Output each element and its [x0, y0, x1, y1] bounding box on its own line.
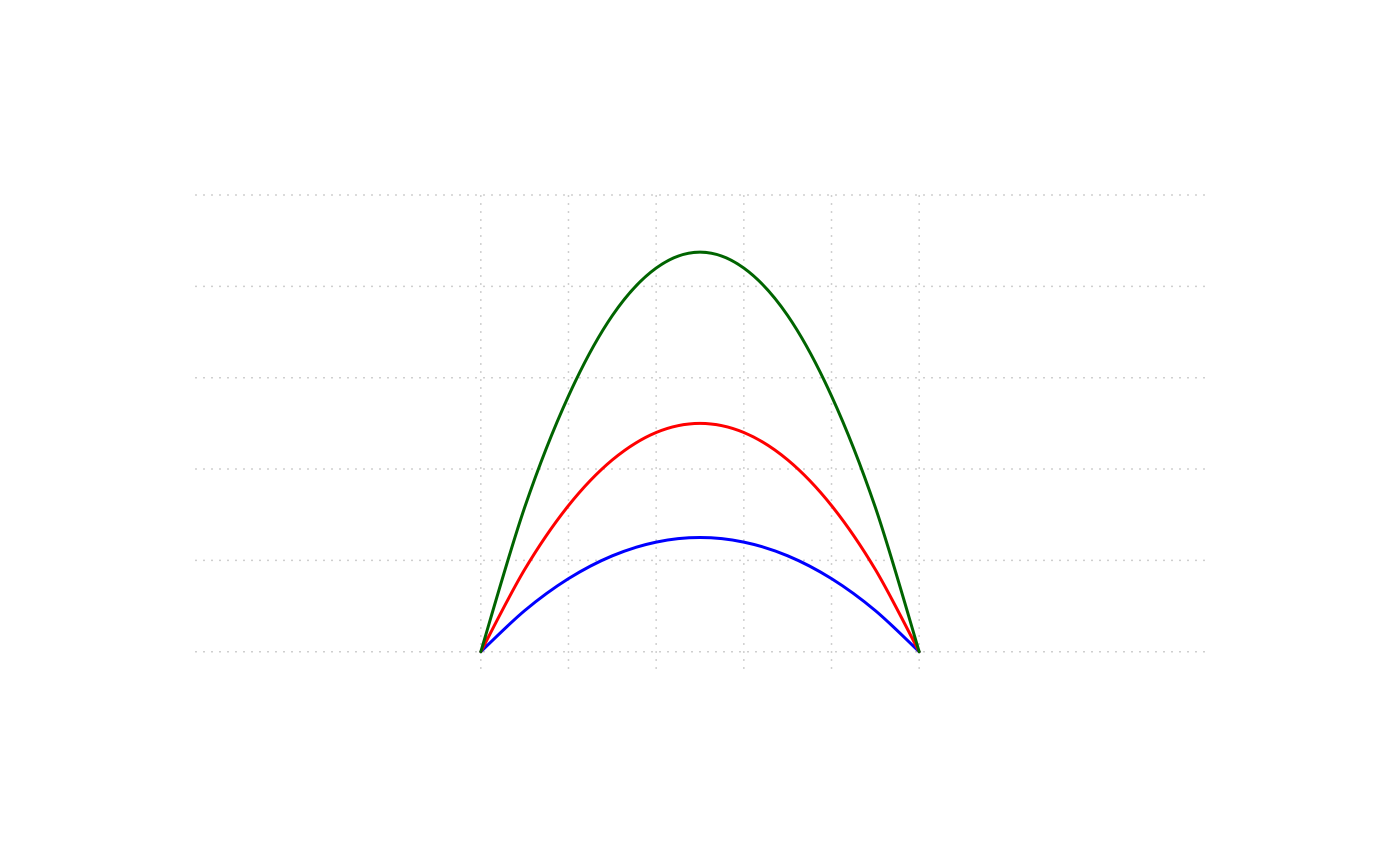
grid	[195, 194, 1205, 670]
series-line-1	[479, 536, 921, 654]
series-line-3	[479, 250, 921, 654]
series-line-2	[479, 421, 921, 654]
series-group	[479, 250, 921, 654]
